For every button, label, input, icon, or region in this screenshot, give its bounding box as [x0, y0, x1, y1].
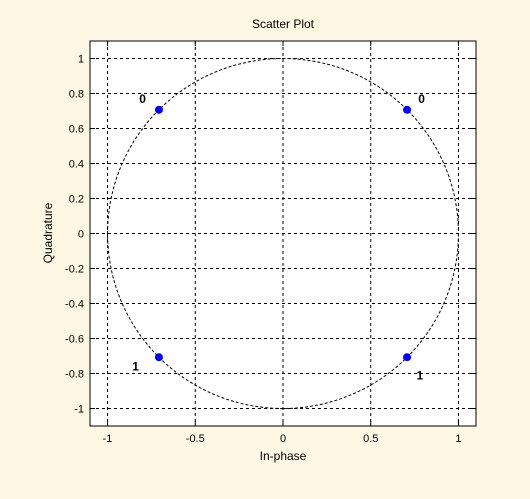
y-tick-label: -1: [74, 404, 84, 416]
x-tick-label: 0.5: [363, 433, 378, 445]
y-tick-label: -0.2: [65, 264, 84, 276]
x-tick-label: -1: [103, 433, 113, 445]
point-annotations: 0 0 1 1: [132, 92, 425, 383]
point-annotation: 0: [418, 92, 425, 106]
scatter-point: [154, 105, 163, 114]
y-axis-label: Quadrature: [41, 202, 55, 263]
reference-circle: [107, 58, 459, 409]
scatter-point: [403, 105, 412, 114]
y-tick-label: -0.8: [65, 369, 84, 381]
y-tick-label: 1: [78, 54, 84, 66]
scatter-point: [154, 353, 163, 362]
point-annotation: 1: [132, 360, 139, 374]
point-annotation: 1: [417, 368, 424, 382]
reference-circle-group: [107, 58, 459, 409]
chart-title: Scatter Plot: [252, 17, 315, 31]
y-tick-label: 0: [78, 229, 84, 241]
axis-ticks: -1 -0.5 0 0.5 1 1 0.8 0.6 0.4 0.2 0 -0.2 -0.4 -0.6 -0.…: [65, 41, 476, 445]
y-tick-label: 0.2: [69, 194, 84, 206]
scatter-point: [403, 353, 412, 362]
constellation-points: [154, 105, 412, 362]
y-tick-label: 0.6: [69, 124, 84, 136]
y-tick-label: -0.4: [65, 299, 84, 311]
y-tick-label: -0.6: [65, 334, 84, 346]
x-tick-label: 1: [455, 433, 461, 445]
point-annotation: 0: [139, 92, 146, 106]
y-tick-label: 0.4: [69, 159, 84, 171]
y-tick-label: 0.8: [69, 89, 84, 101]
x-tick-label: -0.5: [186, 433, 205, 445]
x-tick-label: 0: [280, 433, 286, 445]
x-axis-label: In-phase: [260, 449, 307, 463]
